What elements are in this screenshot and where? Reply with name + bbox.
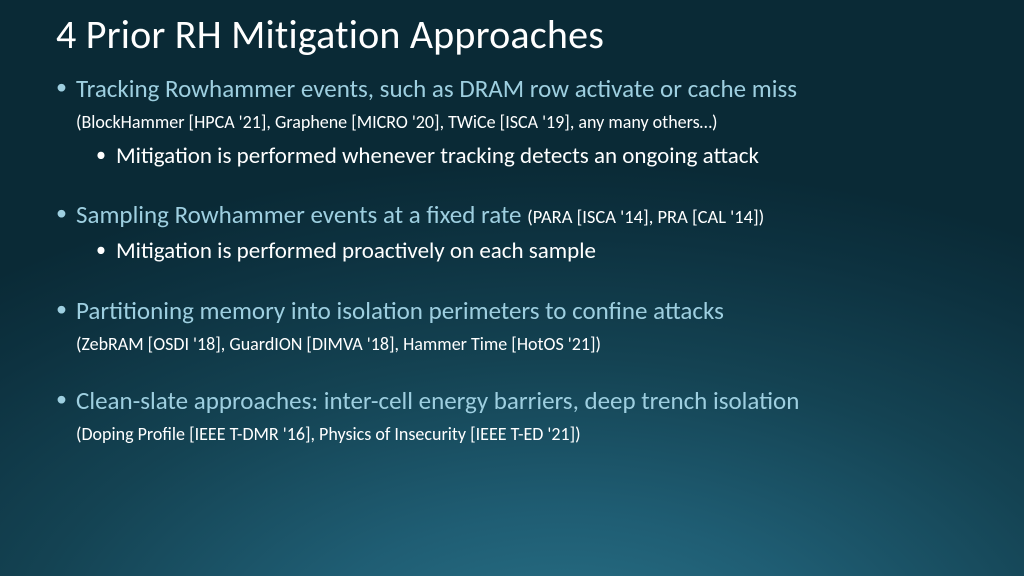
bullet-item: Clean-slate approaches: inter-cell energ… [56, 385, 976, 448]
sub-list: Mitigation is performed whenever trackin… [76, 142, 976, 172]
bullet-main: Tracking Rowhammer events, such as DRAM … [76, 73, 797, 104]
bullet-main: Sampling Rowhammer events at a fixed rat… [76, 199, 522, 230]
bullet-item: Partitioning memory into isolation perim… [56, 295, 976, 358]
bullet-citation: (Doping Profile [IEEE T-DMR '16], Physic… [76, 423, 581, 445]
bullet-main: Partitioning memory into isolation perim… [76, 295, 724, 326]
bullet-item: Tracking Rowhammer events, such as DRAM … [56, 73, 976, 171]
slide: 4 Prior RH Mitigation Approaches Trackin… [0, 0, 1024, 448]
bullet-citation: (ZebRAM [OSDI '18], GuardION [DIMVA '18]… [76, 333, 601, 355]
sub-bullet: Mitigation is performed proactively on e… [76, 237, 976, 267]
bullet-citation: (BlockHammer [HPCA '21], Graphene [MICRO… [76, 111, 718, 133]
sub-bullet: Mitigation is performed whenever trackin… [76, 142, 976, 172]
sub-list: Mitigation is performed proactively on e… [76, 237, 976, 267]
bullet-main: Clean-slate approaches: inter-cell energ… [76, 385, 799, 416]
bullet-citation: (PARA [ISCA '14], PRA [CAL '14]) [527, 205, 764, 228]
bullet-item: Sampling Rowhammer events at a fixed rat… [56, 199, 976, 266]
slide-title: 4 Prior RH Mitigation Approaches [56, 10, 976, 59]
bullet-list: Tracking Rowhammer events, such as DRAM … [56, 73, 976, 448]
